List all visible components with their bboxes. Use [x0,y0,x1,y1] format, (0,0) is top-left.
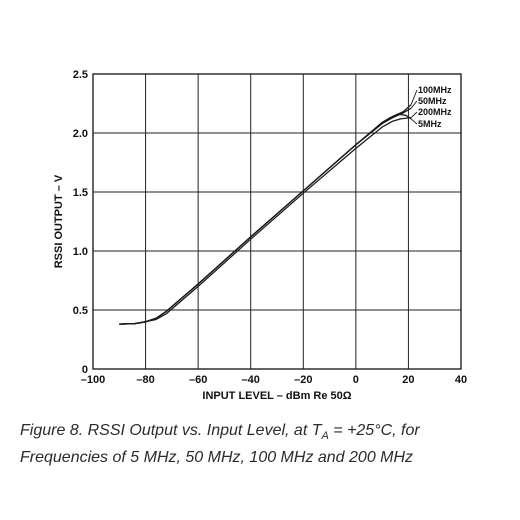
x-tick-label: –80 [136,374,154,386]
y-tick-label: 2.5 [73,69,88,81]
x-tick-label: 40 [455,374,467,386]
y-tick-label: 1.5 [73,187,88,199]
plot-frame [92,73,462,370]
legend-leader-50mhz [410,100,418,109]
legend-leader-100mhz [410,89,418,105]
legend-leader-200mhz [410,111,418,118]
y-tick-label: 0.5 [73,305,88,317]
chart-labels: –100 –80 –60 –40 –20 0 20 40 0 0.5 1.0 1.5 2.0 2.5 INP… [53,69,467,402]
caption-suffix: = +25°C, for Frequencies of 5 MHz, 50 MH… [20,422,420,467]
y-axis-title: RSSI OUTPUT – V [53,174,65,268]
x-tick-label: 20 [402,374,414,386]
legend-label-5mhz: 5MHz [418,119,442,129]
figure-caption: Figure 8. RSSI Output vs. Input Level, a… [20,420,510,468]
caption-prefix: Figure 8. RSSI Output vs. Input Level, a… [20,422,322,439]
y-tick-label: 0 [82,364,88,376]
x-tick-label: –100 [81,374,105,386]
x-tick-label: –60 [189,374,207,386]
legend-label-200mhz: 200MHz [418,107,452,117]
y-tick-label: 2.0 [73,128,88,140]
y-tick-label: 1.0 [73,246,88,258]
x-tick-label: 0 [353,374,359,386]
x-tick-label: –40 [242,374,260,386]
series-line-5mhz [119,113,412,325]
legend-leader-5mhz [410,118,418,125]
x-axis-title: INPUT LEVEL – dBm Re 50Ω [202,390,351,402]
chart-series [119,104,412,325]
x-tick-label: –20 [294,374,312,386]
series-line-100mhz [119,104,412,325]
legend-label-50mhz: 50MHz [418,96,447,106]
chart-grid [92,73,462,370]
caption-subscript: A [321,430,329,443]
series-line-200mhz [119,117,412,325]
legend-label-100mhz: 100MHz [418,85,452,95]
series-line-50mhz [119,107,412,325]
